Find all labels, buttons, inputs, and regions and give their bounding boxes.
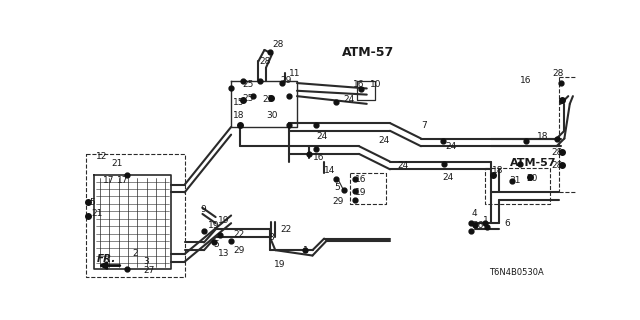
Text: 5: 5 xyxy=(334,182,340,191)
Text: 19: 19 xyxy=(355,188,367,197)
Text: 24: 24 xyxy=(316,132,328,141)
Text: 22: 22 xyxy=(234,230,244,239)
Text: 23: 23 xyxy=(262,95,273,105)
Text: 29: 29 xyxy=(280,76,291,85)
Text: 22: 22 xyxy=(280,225,291,234)
Text: FR.: FR. xyxy=(97,254,116,264)
Text: 25: 25 xyxy=(243,94,254,103)
Text: 18: 18 xyxy=(492,166,504,175)
Text: 28: 28 xyxy=(553,68,564,77)
Text: 14: 14 xyxy=(324,166,335,175)
Text: 29: 29 xyxy=(332,197,343,206)
Text: 24: 24 xyxy=(443,172,454,181)
Text: 19: 19 xyxy=(274,260,285,268)
Text: 28: 28 xyxy=(272,40,284,49)
Text: ATM-57: ATM-57 xyxy=(510,158,557,168)
Text: 20: 20 xyxy=(527,174,538,183)
Text: 29: 29 xyxy=(234,246,245,255)
Text: 1: 1 xyxy=(303,246,309,255)
Text: 7: 7 xyxy=(421,121,427,130)
Text: 18: 18 xyxy=(234,111,245,120)
Text: 18: 18 xyxy=(537,132,548,141)
Text: 30: 30 xyxy=(266,111,278,120)
Text: 6: 6 xyxy=(505,219,511,228)
Text: 17: 17 xyxy=(103,176,115,185)
Text: 16: 16 xyxy=(353,80,364,89)
Text: ATM-57: ATM-57 xyxy=(342,46,394,59)
Text: 12: 12 xyxy=(95,152,107,161)
Text: 28: 28 xyxy=(551,148,563,157)
Text: 21: 21 xyxy=(111,159,122,168)
Text: 13: 13 xyxy=(218,250,230,259)
Text: 5: 5 xyxy=(90,198,95,207)
Text: 19: 19 xyxy=(208,221,220,230)
Text: 24: 24 xyxy=(397,161,409,170)
Text: 16: 16 xyxy=(312,153,324,162)
Text: 15: 15 xyxy=(233,98,244,107)
Text: T6N4B0530A: T6N4B0530A xyxy=(489,268,543,277)
Text: 1: 1 xyxy=(483,216,489,225)
Text: 16: 16 xyxy=(355,175,367,184)
Text: 24: 24 xyxy=(344,95,355,105)
Text: 31: 31 xyxy=(509,176,521,185)
Text: 11: 11 xyxy=(289,68,301,77)
Text: 2: 2 xyxy=(132,250,138,259)
Text: 28: 28 xyxy=(551,161,563,170)
Text: 4: 4 xyxy=(472,210,477,219)
Text: 19: 19 xyxy=(218,216,230,225)
Text: 3: 3 xyxy=(143,257,149,266)
Text: 10: 10 xyxy=(370,80,381,89)
Text: 5: 5 xyxy=(213,240,219,249)
Text: 25: 25 xyxy=(243,80,254,89)
Text: 24: 24 xyxy=(446,142,457,151)
Text: 27: 27 xyxy=(143,267,155,276)
Text: 8: 8 xyxy=(268,233,274,242)
Text: 26: 26 xyxy=(472,221,484,230)
Text: 16: 16 xyxy=(520,76,532,85)
Text: 17: 17 xyxy=(117,176,129,185)
Text: 9: 9 xyxy=(200,205,206,214)
Text: 28: 28 xyxy=(260,57,271,66)
Text: 21: 21 xyxy=(92,210,103,219)
Text: 24: 24 xyxy=(378,136,390,145)
